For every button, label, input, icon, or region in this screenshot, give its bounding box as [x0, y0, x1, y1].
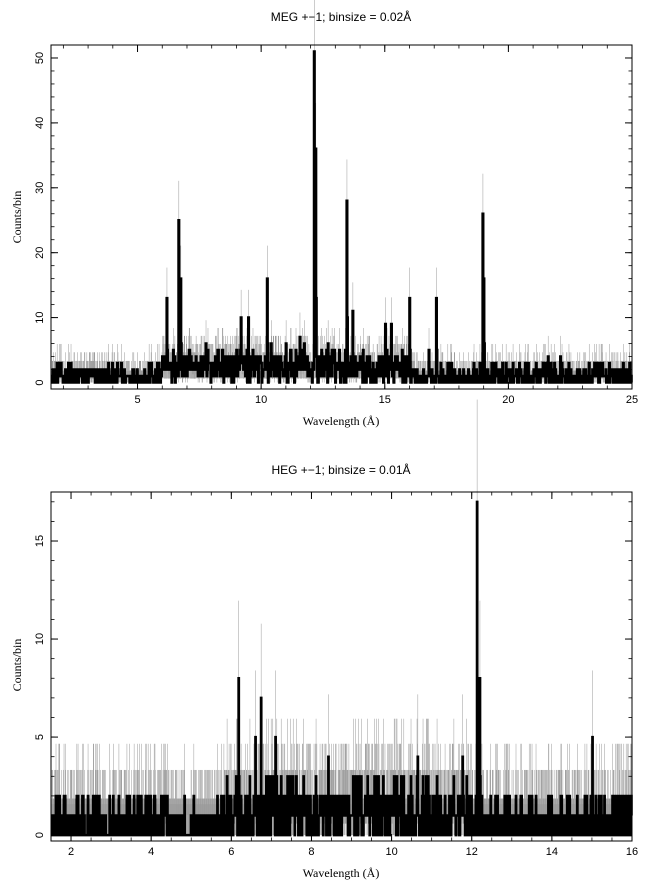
heg-x-tick-label: 4	[148, 846, 154, 858]
meg-plot-area	[50, 0, 633, 384]
meg-axis-ticks: 5 10 15 20 25 0 10 20 30 40 50	[34, 44, 638, 406]
heg-y-tick-label: 10	[34, 633, 46, 645]
heg-spectrum-panel: HEG +−1; binsize = 0.01Å 2 4 6 8 10 12 14 16 0 5 1…	[10, 399, 638, 880]
meg-y-tick-label: 50	[34, 52, 46, 64]
heg-chart-title: HEG +−1; binsize = 0.01Å	[271, 462, 410, 477]
meg-x-tick-label: 20	[502, 394, 514, 406]
heg-y-axis-label: Counts/bin	[10, 639, 24, 692]
heg-y-tick-label: 0	[34, 832, 46, 838]
meg-y-tick-label: 40	[34, 117, 46, 129]
heg-y-tick-label: 15	[34, 535, 46, 547]
heg-y-tick-label: 5	[34, 734, 46, 740]
meg-y-axis-label: Counts/bin	[10, 191, 24, 244]
meg-x-axis-label: Wavelength (Å)	[303, 414, 380, 428]
meg-y-tick-label: 10	[34, 311, 46, 323]
meg-counts-histogram	[50, 50, 633, 384]
meg-x-tick-label: 5	[134, 394, 140, 406]
heg-x-tick-label: 16	[626, 846, 638, 858]
heg-x-tick-label: 8	[308, 846, 314, 858]
meg-plot-frame	[50, 44, 633, 390]
meg-spectrum-panel: MEG +−1; binsize = 0.02Å 5 10 15 20 25 0 10 20 3…	[10, 0, 638, 428]
heg-x-tick-label: 10	[385, 846, 397, 858]
meg-y-tick-label: 0	[34, 379, 46, 385]
meg-x-tick-label: 10	[255, 394, 267, 406]
meg-x-tick-label: 15	[379, 394, 391, 406]
heg-plot-frame	[50, 491, 633, 842]
meg-x-tick-label: 25	[626, 394, 638, 406]
heg-x-tick-label: 14	[546, 846, 558, 858]
heg-x-tick-label: 2	[68, 846, 74, 858]
meg-y-tick-label: 20	[34, 247, 46, 259]
meg-chart-title: MEG +−1; binsize = 0.02Å	[271, 9, 411, 24]
heg-axis-ticks: 2 4 6 8 10 12 14 16 0 5 10 15	[34, 492, 638, 858]
heg-x-tick-label: 12	[466, 846, 478, 858]
meg-error-bars	[51, 0, 632, 383]
heg-counts-histogram	[50, 500, 633, 837]
heg-x-tick-label: 6	[228, 846, 234, 858]
heg-x-axis-label: Wavelength (Å)	[303, 866, 380, 880]
meg-y-tick-label: 30	[34, 182, 46, 194]
